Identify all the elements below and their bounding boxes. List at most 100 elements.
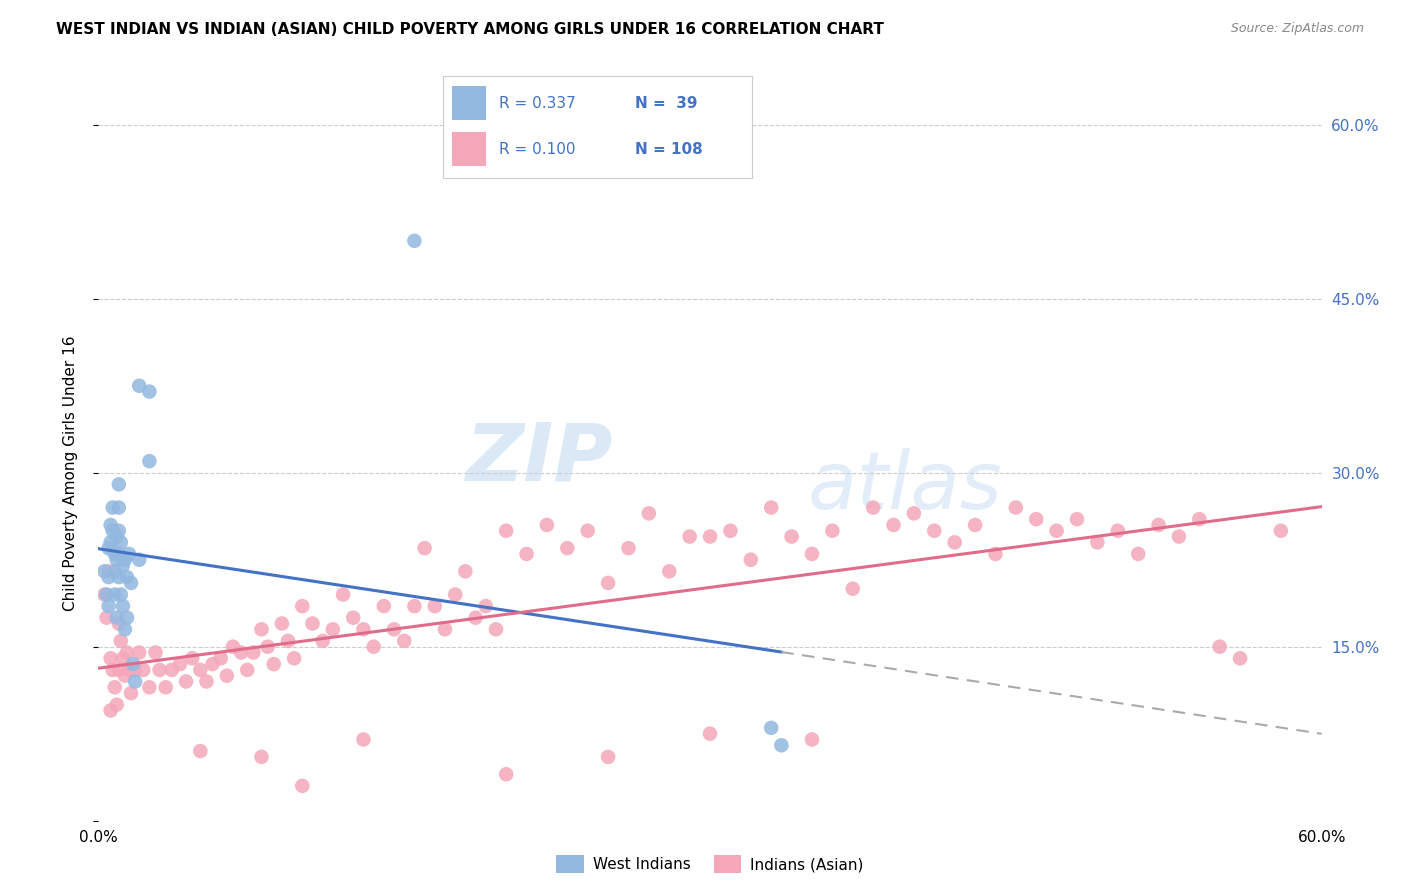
Point — [617, 541, 640, 555]
Point — [138, 384, 160, 399]
Point — [301, 616, 323, 631]
Point — [110, 633, 132, 648]
Point — [1270, 524, 1292, 538]
Point — [188, 663, 212, 677]
Point — [242, 646, 264, 660]
Point — [115, 646, 138, 660]
Point — [1025, 512, 1047, 526]
Point — [104, 564, 127, 578]
Point — [100, 703, 122, 717]
Point — [474, 599, 498, 614]
Point — [118, 663, 141, 677]
Point — [903, 506, 925, 520]
Point — [770, 739, 793, 753]
Point — [231, 646, 253, 660]
Point — [373, 599, 395, 614]
Point — [110, 535, 132, 549]
Point — [120, 686, 142, 700]
Legend: West Indians, Indians (Asian): West Indians, Indians (Asian) — [550, 849, 870, 880]
Point — [96, 587, 118, 601]
Point — [780, 529, 803, 543]
Point — [263, 657, 285, 671]
Point — [111, 651, 134, 665]
Point — [404, 234, 426, 248]
Point — [1229, 651, 1251, 665]
Point — [104, 680, 127, 694]
Point — [1128, 547, 1150, 561]
Point — [236, 663, 259, 677]
Point — [114, 669, 136, 683]
Point — [201, 657, 224, 671]
Point — [516, 547, 538, 561]
Point — [413, 541, 436, 555]
Point — [97, 599, 120, 614]
Point — [862, 500, 884, 515]
Point — [128, 552, 150, 567]
Point — [922, 524, 945, 538]
Point — [679, 529, 702, 543]
Point — [444, 587, 467, 601]
Point — [138, 454, 160, 468]
Point — [93, 587, 115, 601]
Point — [105, 698, 128, 712]
Point — [115, 610, 138, 624]
Point — [97, 564, 120, 578]
Point — [114, 552, 136, 567]
Point — [699, 726, 721, 740]
Point — [392, 633, 416, 648]
Text: ZIP: ZIP — [465, 420, 612, 498]
Point — [108, 547, 131, 561]
Point — [382, 623, 405, 637]
Point — [120, 576, 142, 591]
Point — [114, 623, 136, 637]
Point — [1066, 512, 1088, 526]
Text: R = 0.100: R = 0.100 — [499, 142, 575, 157]
Point — [352, 623, 374, 637]
Point — [108, 663, 131, 677]
Point — [291, 779, 314, 793]
Point — [801, 732, 824, 747]
Point — [100, 517, 122, 532]
Point — [291, 599, 314, 614]
Point — [841, 582, 863, 596]
Point — [883, 517, 905, 532]
Point — [1167, 529, 1189, 543]
Point — [312, 633, 335, 648]
Point — [181, 651, 204, 665]
Point — [761, 721, 783, 735]
Point — [222, 640, 245, 654]
Point — [97, 570, 120, 584]
Point — [277, 633, 299, 648]
Point — [283, 651, 305, 665]
Point — [149, 663, 172, 677]
Point — [111, 599, 134, 614]
Text: atlas: atlas — [808, 448, 1002, 525]
Point — [250, 749, 273, 764]
Point — [984, 547, 1007, 561]
Point — [155, 680, 177, 694]
Text: N =  39: N = 39 — [634, 96, 697, 111]
Point — [801, 547, 824, 561]
Point — [495, 524, 517, 538]
Point — [145, 646, 167, 660]
Point — [160, 663, 183, 677]
FancyBboxPatch shape — [453, 132, 486, 166]
Point — [404, 599, 426, 614]
Point — [1004, 500, 1026, 515]
Point — [821, 524, 844, 538]
Point — [454, 564, 477, 578]
Point — [105, 529, 128, 543]
Point — [1147, 517, 1170, 532]
Point — [115, 570, 138, 584]
Point — [464, 610, 486, 624]
Point — [699, 529, 721, 543]
Point — [215, 669, 238, 683]
Point — [111, 558, 134, 573]
Point — [740, 552, 762, 567]
Point — [118, 547, 141, 561]
Point — [598, 576, 620, 591]
Point — [128, 378, 150, 392]
Point — [138, 680, 160, 694]
Point — [1045, 524, 1069, 538]
Point — [250, 623, 273, 637]
